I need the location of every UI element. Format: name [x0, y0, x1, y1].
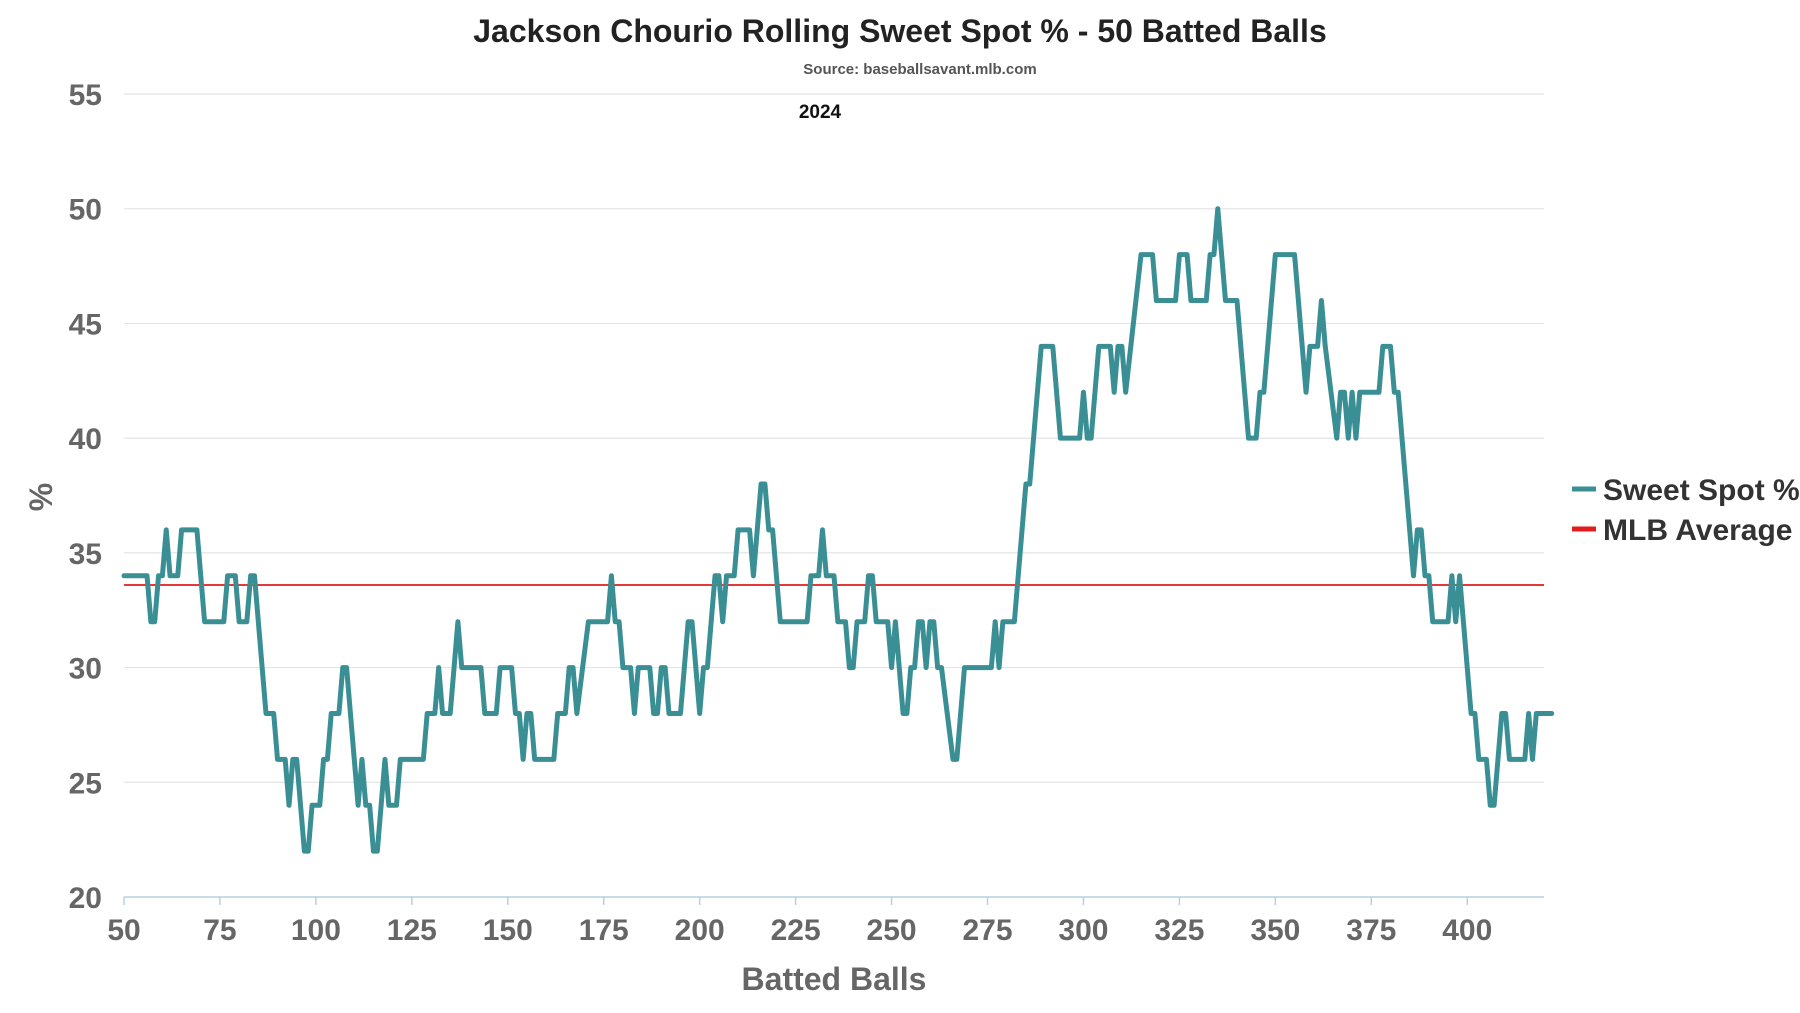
x-tick-label: 350: [1250, 914, 1300, 947]
chart-subtitle: Source: baseballsavant.mlb.com: [803, 61, 1036, 78]
x-tick-label: 275: [962, 914, 1012, 947]
x-tick-label: 75: [203, 914, 236, 947]
x-tick-label: 150: [483, 914, 533, 947]
x-tick-label: 100: [291, 914, 341, 947]
grid-lines: [124, 93, 1544, 898]
y-tick-label: 25: [69, 767, 102, 800]
x-tick-label: 225: [771, 914, 821, 947]
x-tick-label: 125: [387, 914, 437, 947]
y-axis-label: %: [23, 483, 59, 511]
series-group: [121, 206, 1555, 854]
y-tick-label: 20: [69, 882, 102, 915]
x-tick-label: 200: [675, 914, 725, 947]
y-tick-label: 55: [69, 79, 102, 112]
y-tick-label: 30: [69, 653, 102, 686]
x-tick-labels: 50 75 100 125 150 175 200 225 250 275 300 325 350 375…: [107, 897, 1492, 947]
series-line-sweet-spot: [121, 206, 1555, 854]
x-tick-label: 250: [867, 914, 917, 947]
y-tick-label: 35: [69, 538, 102, 571]
y-tick-labels: 20 25 30 35 40 45 50 55: [69, 79, 102, 915]
x-tick-label: 175: [579, 914, 629, 947]
y-tick-label: 50: [69, 194, 102, 227]
x-tick-label: 375: [1346, 914, 1396, 947]
chart-annotation: 2024: [799, 102, 842, 123]
x-tick-label: 300: [1058, 914, 1108, 947]
x-axis-label: Batted Balls: [742, 961, 927, 997]
chart-title: Jackson Chourio Rolling Sweet Spot % - 5…: [473, 13, 1326, 49]
legend-label-mlb-average: MLB Average: [1603, 514, 1793, 547]
y-tick-label: 45: [69, 308, 102, 341]
x-tick-label: 50: [107, 914, 140, 947]
x-tick-label: 325: [1154, 914, 1204, 947]
y-tick-label: 40: [69, 423, 102, 456]
x-tick-label: 400: [1442, 914, 1492, 947]
legend-label-sweet-spot: Sweet Spot %: [1603, 474, 1800, 507]
legend: Sweet Spot % MLB Average: [1572, 474, 1800, 547]
